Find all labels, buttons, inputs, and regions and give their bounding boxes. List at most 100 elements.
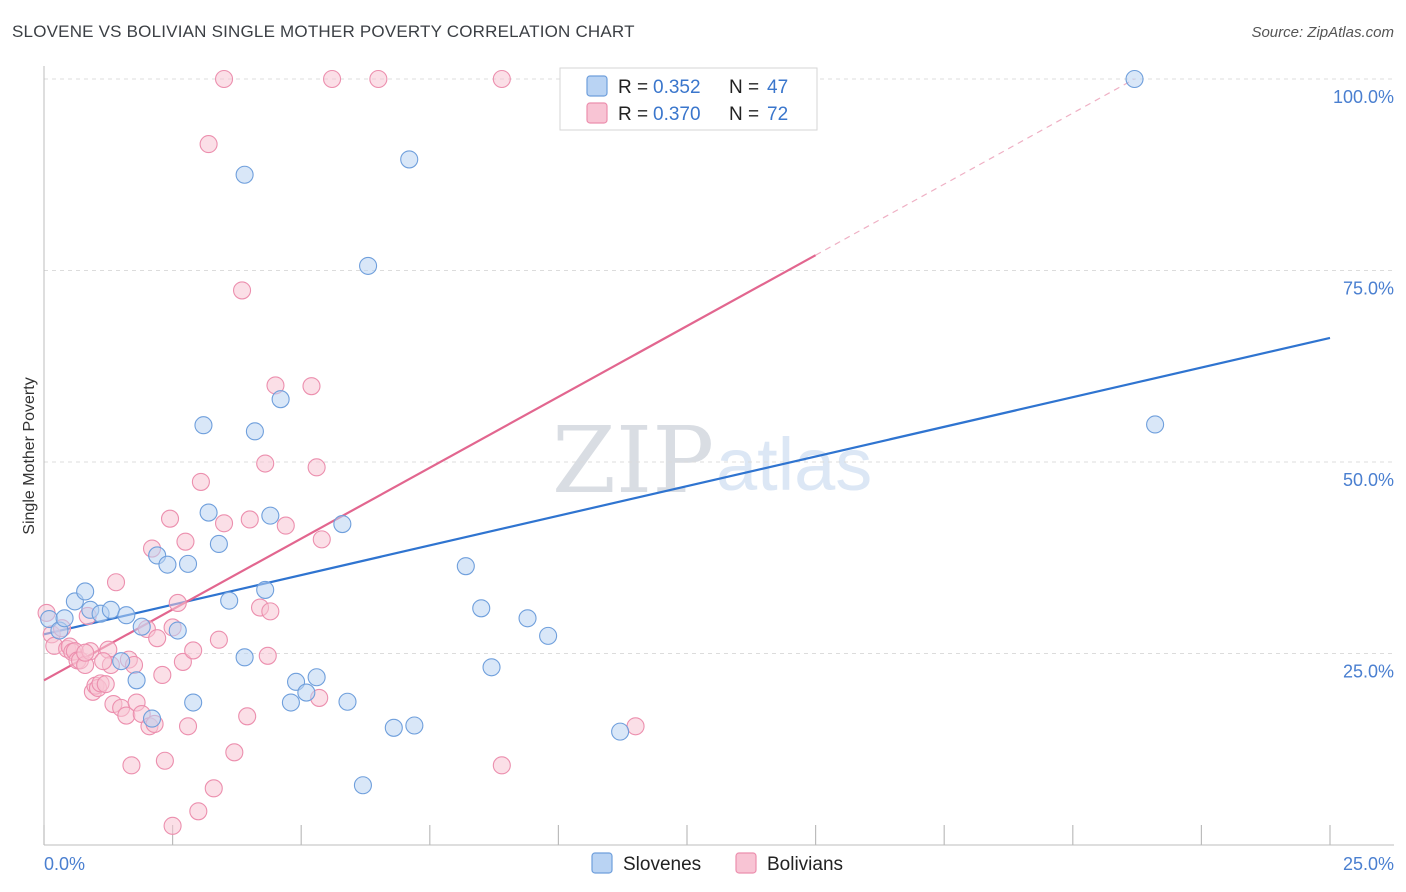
slovenes-n-value: 47 (767, 77, 788, 98)
bolivian-point (214, 514, 234, 533)
bolivian-point (492, 69, 511, 89)
bolivian-point (302, 377, 321, 396)
slovene-point (194, 416, 213, 435)
y-tick-labels: 25.0% 50.0% 75.0% 100.0% (1333, 87, 1394, 682)
y-axis-label: Single Mother Poverty (21, 377, 38, 534)
slovene-point (256, 580, 275, 599)
slovene-point (281, 693, 300, 712)
slovene-point (235, 648, 254, 667)
bolivian-point (163, 816, 182, 835)
bolivian-point (276, 516, 295, 535)
slovene-point (220, 591, 239, 610)
bolivians-n-value: 72 (767, 104, 788, 125)
slovenes-trend-line (43, 336, 1331, 636)
bolivian-point (178, 717, 198, 736)
slovene-point (400, 150, 419, 169)
watermark-zip: ZIP (552, 407, 714, 514)
slovene-point (245, 422, 264, 441)
slovene-point (235, 165, 254, 184)
slovene-point (333, 514, 352, 534)
bolivian-point (256, 454, 275, 473)
bolivian-point (76, 643, 95, 662)
bolivian-point (240, 510, 259, 529)
bolivian-point (238, 707, 257, 726)
bolivian-point (258, 646, 277, 665)
bolivian-point (225, 743, 244, 762)
slovene-point (127, 671, 146, 690)
slovene-point (132, 617, 151, 636)
y-tick-label: 100.0% (1333, 87, 1394, 107)
y-tick-label: 75.0% (1343, 279, 1394, 299)
slovene-point (338, 692, 357, 711)
bolivian-point (153, 665, 172, 684)
x-tick-labels: 0.0% 25.0% (44, 854, 1394, 874)
chart-source: Source: ZipAtlas.com (1251, 24, 1394, 41)
slovene-point (1146, 415, 1165, 434)
slovene-point (117, 606, 136, 625)
slovene-point (76, 582, 95, 601)
legend-slovenes-label: Slovenes (623, 854, 701, 875)
bolivian-point (214, 69, 234, 89)
bolivian-point (209, 630, 228, 649)
slovene-point (297, 683, 316, 702)
bolivian-point (232, 281, 252, 300)
series-legend: Slovenes Bolivians (591, 852, 843, 875)
bolivians-r-value: 0.370 (653, 104, 701, 125)
slovene-point (142, 709, 162, 728)
trend-lines (43, 78, 1331, 682)
legend-bolivians-swatch (735, 852, 757, 874)
watermark-atlas: atlas (716, 423, 872, 506)
y-tick-label: 25.0% (1343, 662, 1394, 682)
bolivian-point (261, 602, 280, 621)
slovene-point (261, 506, 280, 525)
bolivian-point (307, 458, 326, 477)
x-tick-label: 25.0% (1343, 854, 1394, 874)
slovenes-r-value: 0.352 (653, 77, 701, 98)
bolivian-point (173, 652, 192, 671)
slovenes-r-label: R = (618, 77, 648, 98)
slovene-point (209, 534, 228, 554)
bolivian-point (155, 751, 174, 770)
bolivian-point (369, 69, 388, 89)
slovene-point (405, 716, 424, 735)
data-points (37, 69, 1165, 835)
slovene-point (611, 722, 630, 741)
chart-title: SLOVENE VS BOLIVIAN SINGLE MOTHER POVERT… (12, 22, 635, 41)
slovene-point (359, 256, 378, 275)
legend-bolivians-label: Bolivians (767, 854, 843, 875)
slovene-point (518, 609, 537, 628)
bolivian-point (160, 509, 180, 528)
slovenes-swatch (586, 75, 608, 97)
bolivian-point (96, 675, 115, 694)
bolivians-r-label: R = (618, 104, 648, 125)
slovene-point (353, 776, 372, 795)
bolivians-n-label: N = (729, 104, 759, 125)
bolivian-point (204, 779, 223, 798)
slovene-point (384, 718, 403, 737)
slovene-point (199, 503, 218, 522)
bolivian-point (626, 717, 645, 736)
slovene-point (539, 626, 558, 645)
bolivian-point (323, 69, 342, 89)
slovene-point (168, 621, 187, 640)
legend-slovenes-swatch (591, 852, 613, 874)
slovene-point (307, 668, 326, 687)
slovene-point (482, 658, 501, 677)
bolivian-point (168, 593, 187, 612)
slovene-point (271, 390, 290, 409)
slovene-point (1125, 69, 1144, 89)
slovene-point (178, 554, 198, 573)
axes (43, 66, 1394, 846)
bolivian-point (189, 802, 208, 821)
slovene-point (55, 609, 74, 628)
stats-legend: R = 0.352 N = 47 R = 0.370 N = 72 (559, 67, 818, 131)
slovene-point (184, 693, 203, 712)
bolivian-point (106, 573, 126, 592)
bolivian-point (191, 472, 210, 491)
bolivians-swatch (586, 102, 608, 124)
bolivian-point (312, 530, 331, 549)
slovene-point (472, 599, 491, 618)
slovene-point (101, 600, 120, 619)
bolivian-point (492, 756, 511, 775)
